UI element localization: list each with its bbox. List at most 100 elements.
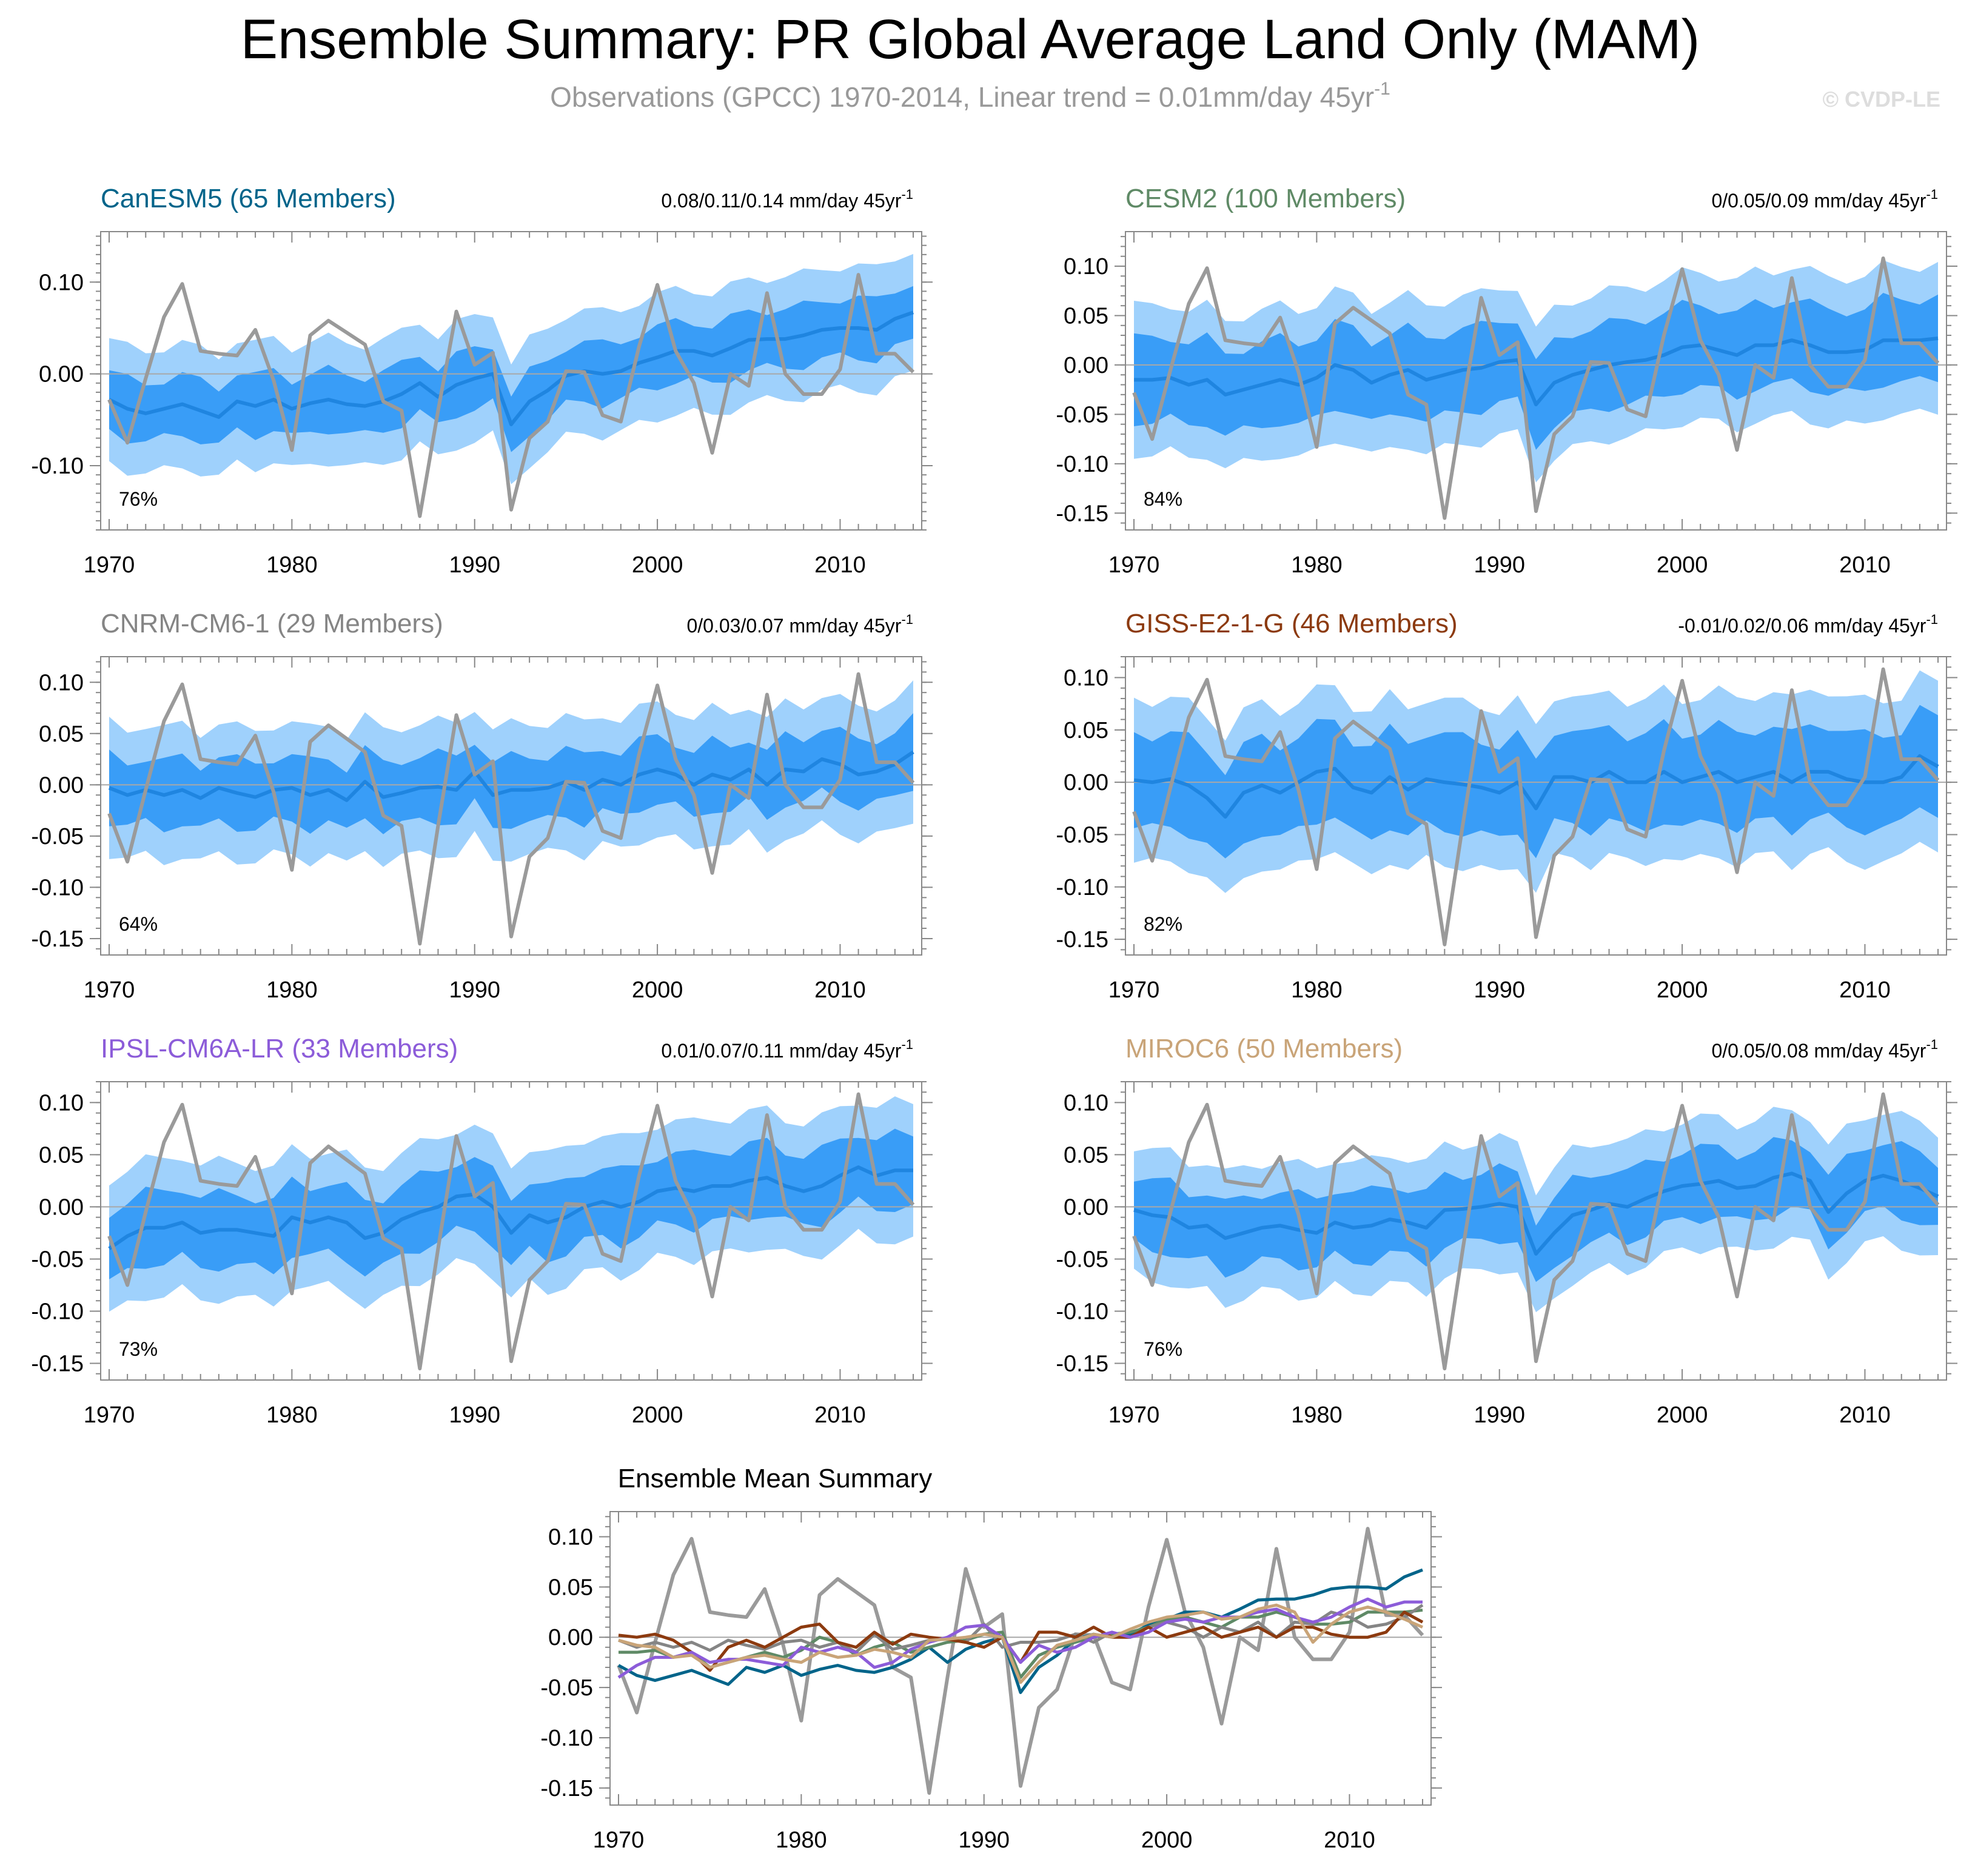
x-tick-label: 1980 (266, 552, 318, 578)
y-tick-label: -0.10 (31, 1299, 84, 1324)
series-line-observations (107, 1092, 915, 1371)
series-line-cnrm-cm6-1 (618, 1604, 1424, 1654)
panel-title: CNRM-CM6-1 (29 Members) (101, 609, 443, 638)
x-tick-label: 1990 (449, 552, 500, 578)
panel-title: GISS-E2-1-G (46 Members) (1125, 609, 1458, 638)
trend-range-label: 0.01/0.07/0.11 mm/day 45yr-1 (661, 1037, 913, 1062)
y-tick-label: -0.15 (31, 1351, 84, 1376)
chart-panel-cnrm-cm6-1: 1970 1980 1990 2000 2010 -0.15 -0.10 -0.05 0.00 0… (31, 609, 933, 1003)
x-tick-label: 2010 (814, 1402, 866, 1428)
y-tick-label: 0.10 (39, 1090, 84, 1116)
y-tick-label: -0.10 (1056, 1299, 1108, 1324)
y-tick-label: -0.10 (31, 454, 84, 479)
x-tick-label: 1990 (449, 977, 500, 1003)
inner-spread-band (1134, 1137, 1938, 1282)
x-tick-label: 2000 (1141, 1827, 1193, 1853)
trend-range-text: 0/0.05/0.08 mm/day 45yr (1711, 1040, 1926, 1062)
y-tick-label: 0.05 (39, 722, 84, 747)
x-tick-label: 1990 (449, 1402, 500, 1428)
percent-label: 73% (119, 1338, 158, 1360)
chart-panel-cesm2: 1970 1980 1990 2000 2010 -0.15 -0.10 -0.05 0.00 0… (1056, 184, 1957, 578)
y-tick-label: 0.05 (39, 1142, 84, 1168)
panel-title: CESM2 (100 Members) (1125, 184, 1406, 213)
y-tick-label: -0.15 (31, 926, 84, 952)
panel-title: MIROC6 (50 Members) (1125, 1034, 1403, 1064)
inner-spread-band (109, 713, 913, 834)
series-line-miroc6 (618, 1603, 1424, 1684)
x-tick-label: 2000 (1657, 552, 1708, 578)
x-tick-label: 1970 (1108, 977, 1160, 1003)
x-tick-label: 1970 (1108, 1402, 1160, 1428)
series-line-ensemble-mean (108, 750, 914, 802)
y-tick-label: 0.10 (548, 1524, 593, 1550)
trend-range-label: 0.08/0.11/0.14 mm/day 45yr-1 (661, 187, 913, 212)
y-tick-label: 0.00 (39, 362, 84, 387)
inner-spread-band (109, 286, 913, 452)
y-tick-label: -0.15 (540, 1776, 593, 1801)
percent-label: 84% (1144, 488, 1182, 510)
x-tick-label: 1980 (266, 977, 318, 1003)
y-tick-label: -0.10 (540, 1726, 593, 1751)
y-tick-label: 0.05 (1064, 718, 1108, 743)
series-line-observations (107, 672, 915, 946)
y-tick-label: 0.00 (1064, 770, 1108, 796)
y-tick-label: -0.10 (1056, 875, 1108, 900)
y-tick-label: 0.10 (1064, 666, 1108, 691)
series-line-canesm5 (617, 1568, 1423, 1694)
panel-title: CanESM5 (65 Members) (101, 184, 396, 213)
inner-spread-band (109, 1128, 913, 1279)
trend-range-text: 0/0.03/0.07 mm/day 45yr (686, 615, 901, 637)
y-tick-label: -0.05 (1056, 1247, 1108, 1272)
chart-panel-ipsl-cm6a-lr: 1970 1980 1990 2000 2010 -0.15 -0.10 -0.05 0.00 0… (31, 1034, 933, 1428)
y-tick-label: 0.05 (1064, 303, 1108, 329)
trend-range-superscript: -1 (1926, 612, 1938, 627)
chart-panel-giss-e2-1-g: 1970 1980 1990 2000 2010 -0.15 -0.10 -0.05 0.00 0… (1056, 609, 1957, 1003)
watermark: © CVDP-LE (1822, 87, 1940, 112)
x-tick-label: 1990 (1474, 552, 1525, 578)
panel-title: Ensemble Mean Summary (618, 1464, 932, 1493)
y-tick-label: 0.00 (1064, 1194, 1108, 1220)
chart-panel-canesm5: 1970 1980 1990 2000 2010 -0.10 0.00 0.10 CanESM5… (31, 184, 933, 578)
y-tick-label: 0.00 (39, 1194, 84, 1220)
y-tick-label: 0.10 (39, 270, 84, 295)
x-tick-label: 2010 (1839, 1402, 1891, 1428)
x-tick-label: 2010 (1839, 977, 1891, 1003)
y-tick-label: 0.00 (1064, 353, 1108, 378)
y-tick-label: 0.10 (1064, 254, 1108, 280)
chart-panel-miroc6: 1970 1980 1990 2000 2010 -0.15 -0.10 -0.05 0.00 0… (1056, 1034, 1957, 1428)
outer-spread-band (1134, 1107, 1938, 1313)
y-tick-label: -0.15 (1056, 927, 1108, 953)
x-tick-label: 2010 (1324, 1827, 1375, 1853)
trend-range-label: 0/0.05/0.09 mm/day 45yr-1 (1711, 187, 1938, 212)
y-tick-label: 0.00 (548, 1625, 593, 1650)
x-tick-label: 2000 (632, 977, 683, 1003)
y-tick-label: 0.05 (1064, 1142, 1108, 1168)
figure-subtitle: Observations (GPCC) 1970-2014, Linear tr… (550, 79, 1390, 113)
x-tick-label: 1970 (593, 1827, 645, 1853)
x-tick-label: 2000 (1657, 1402, 1708, 1428)
y-tick-label: -0.05 (31, 824, 84, 849)
y-tick-label: 0.00 (39, 772, 84, 798)
trend-range-label: 0/0.05/0.08 mm/day 45yr-1 (1711, 1037, 1938, 1062)
y-tick-label: 0.10 (39, 670, 84, 695)
x-tick-label: 1980 (776, 1827, 827, 1853)
panel-title: IPSL-CM6A-LR (33 Members) (101, 1034, 458, 1064)
trend-range-text: 0/0.05/0.09 mm/day 45yr (1711, 190, 1926, 212)
y-tick-label: -0.15 (1056, 1351, 1108, 1376)
percent-label: 76% (119, 488, 158, 510)
trend-range-text: 0.01/0.07/0.11 mm/day 45yr (661, 1040, 901, 1062)
series-line-observations (1132, 667, 1940, 946)
y-tick-label: -0.05 (1056, 822, 1108, 848)
series-line-observations (1132, 256, 1940, 520)
series-line-observations (617, 1527, 1424, 1795)
x-tick-label: 2010 (814, 977, 866, 1003)
y-tick-label: -0.05 (1056, 402, 1108, 427)
x-tick-label: 2000 (1657, 977, 1708, 1003)
x-tick-label: 2010 (1839, 552, 1891, 578)
x-tick-label: 1980 (1291, 552, 1343, 578)
y-tick-label: 0.05 (548, 1575, 593, 1600)
y-tick-label: -0.05 (31, 1247, 84, 1272)
x-tick-label: 1980 (1291, 977, 1343, 1003)
x-tick-label: 1990 (958, 1827, 1010, 1853)
x-tick-label: 1970 (84, 1402, 135, 1428)
